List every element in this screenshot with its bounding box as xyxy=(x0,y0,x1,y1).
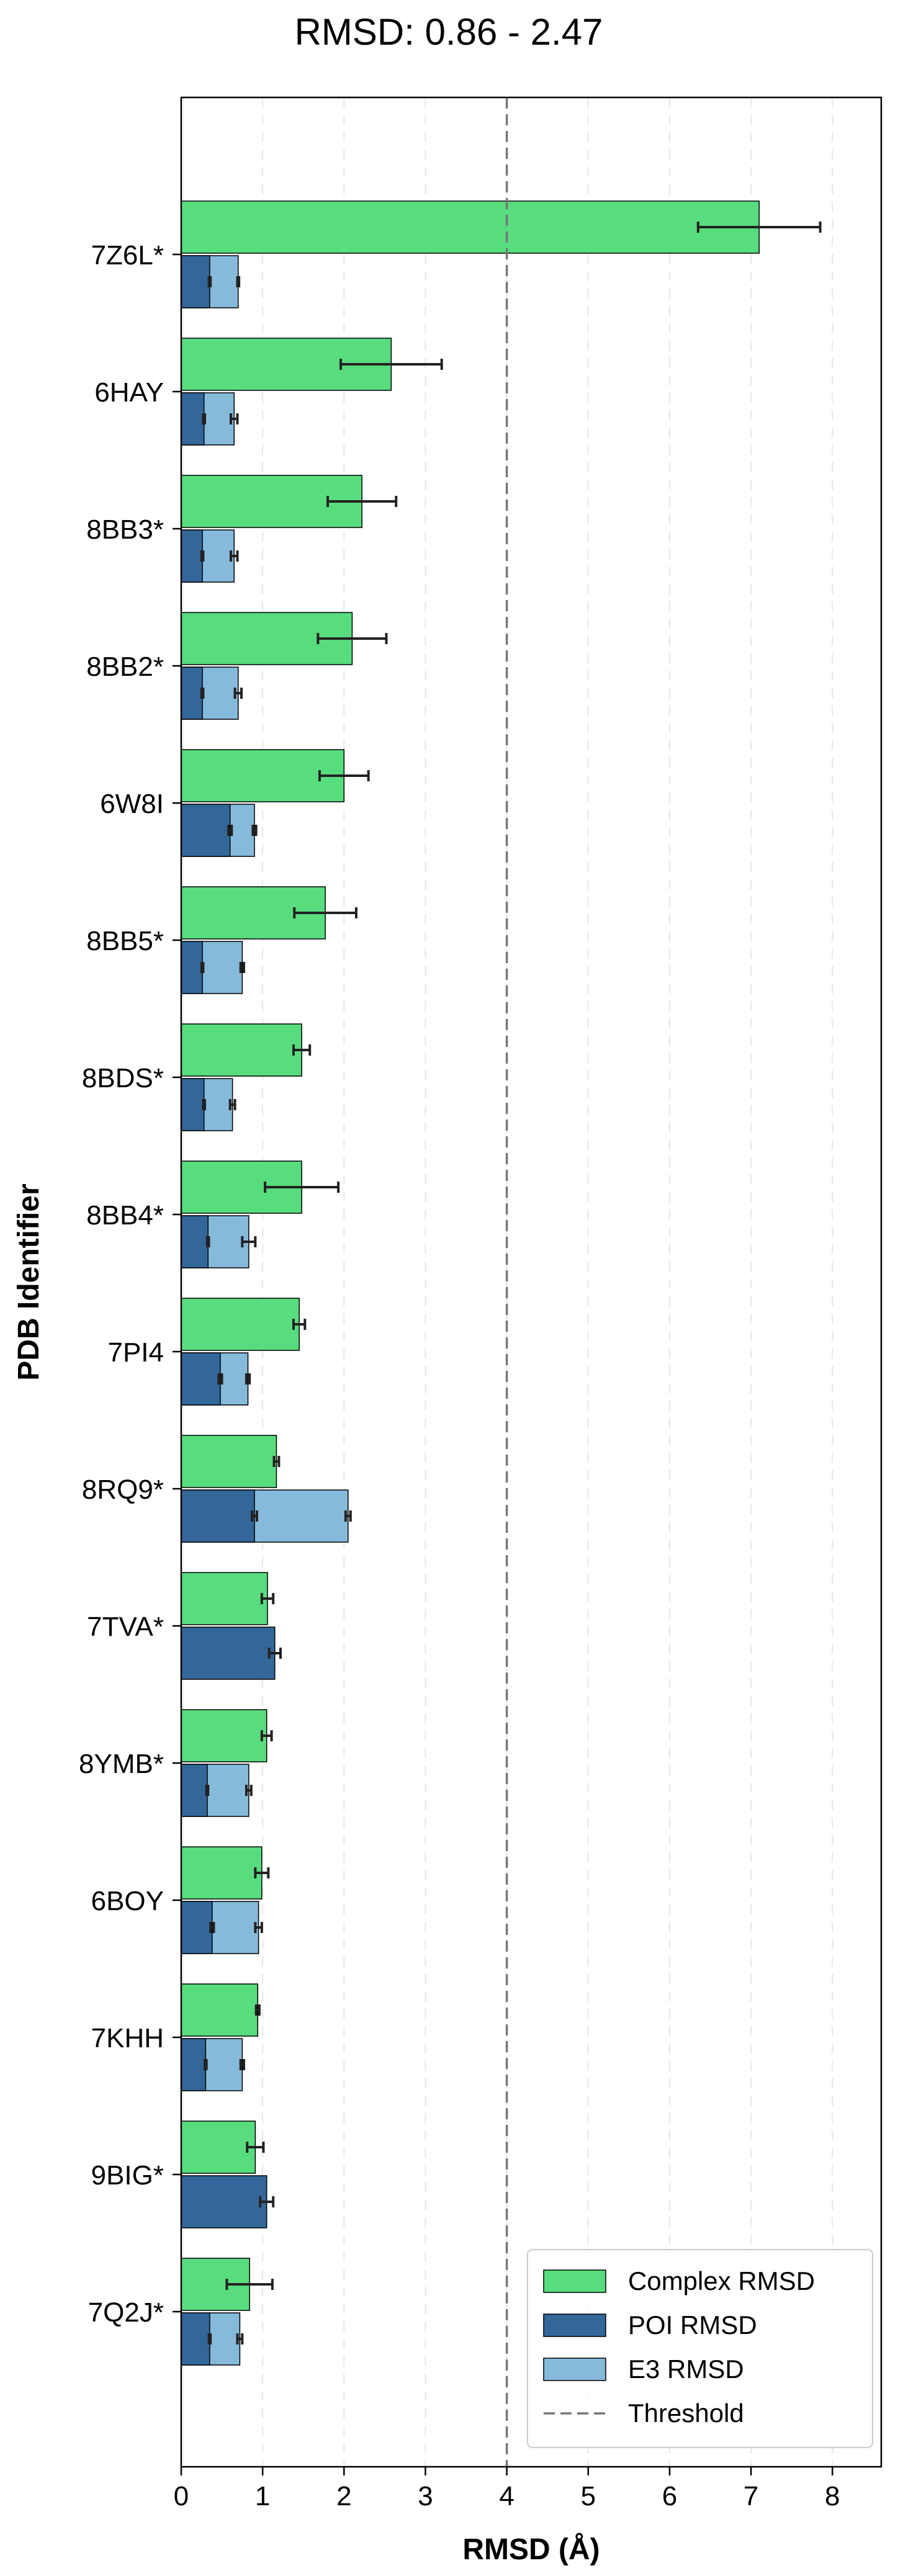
error-bars xyxy=(200,222,822,2345)
legend-swatch-e3 xyxy=(543,2358,606,2381)
bar-poi-rmsd xyxy=(181,941,203,994)
y-tick-label: 9BIG* xyxy=(91,2160,164,2191)
x-axis-ticks: 0 1 2 3 4 5 6 7 8 xyxy=(174,2467,840,2511)
chart-title: RMSD: 0.86 - 2.47 xyxy=(295,11,603,53)
bar-poi-rmsd xyxy=(181,1215,209,1268)
y-axis-label: PDB Identifier xyxy=(12,1183,45,1380)
y-tick-label: 6W8I xyxy=(100,789,164,819)
legend-swatch-poi xyxy=(543,2313,606,2337)
bar-complex-rmsd xyxy=(181,200,760,254)
bar-complex-rmsd xyxy=(181,1023,302,1077)
legend-label-threshold: Threshold xyxy=(628,2399,744,2428)
legend-label-e3: E3 RMSD xyxy=(628,2354,744,2384)
bar-poi-rmsd xyxy=(181,2175,267,2228)
bar-poi-rmsd xyxy=(181,1901,213,1954)
x-tick-label: 2 xyxy=(336,2481,351,2511)
y-tick-label: 8RQ9* xyxy=(82,1474,164,1505)
y-tick-label: 7TVA* xyxy=(87,1612,164,1642)
y-tick-label: 7KHH xyxy=(91,2023,164,2053)
bar-poi-rmsd xyxy=(181,1078,205,1131)
x-tick-label: 8 xyxy=(825,2481,840,2511)
bar-complex-rmsd xyxy=(181,1435,277,1488)
bar-poi-rmsd xyxy=(181,1489,255,1543)
bar-poi-rmsd xyxy=(181,804,231,857)
bar-complex-rmsd xyxy=(181,2120,256,2174)
bar-complex-rmsd xyxy=(181,1846,263,1900)
x-tick-label: 4 xyxy=(499,2481,514,2511)
x-tick-label: 5 xyxy=(581,2481,596,2511)
x-tick-label: 0 xyxy=(174,2481,189,2511)
bar-complex-rmsd xyxy=(181,1709,267,1762)
x-tick-label: 7 xyxy=(743,2481,758,2511)
legend: Complex RMSD POI RMSD E3 RMSD Threshold xyxy=(527,2249,873,2448)
x-tick-label: 3 xyxy=(418,2481,433,2511)
x-tick-label: 1 xyxy=(255,2481,270,2511)
bar-poi-rmsd xyxy=(181,2038,207,2091)
bar-poi-rmsd xyxy=(181,529,203,583)
y-tick-label: 8BB3* xyxy=(86,514,164,545)
legend-frame xyxy=(527,2249,873,2448)
bar-poi-rmsd xyxy=(181,2312,210,2366)
y-tick-label: 7Q2J* xyxy=(88,2297,164,2328)
bar-complex-rmsd xyxy=(181,1298,300,1351)
x-tick-label: 6 xyxy=(662,2481,677,2511)
y-tick-label: 7PI4 xyxy=(107,1337,164,1368)
bar-poi-rmsd xyxy=(181,392,205,446)
legend-label-complex: Complex RMSD xyxy=(628,2266,815,2296)
legend-swatch-complex xyxy=(543,2269,606,2293)
bar-poi-rmsd xyxy=(181,1764,208,1817)
y-tick-label: 6HAY xyxy=(94,377,164,408)
bar-poi-rmsd xyxy=(181,255,210,308)
bar-poi-rmsd xyxy=(181,1627,276,1680)
y-tick-label: 7Z6L* xyxy=(91,240,164,271)
bar-complex-rmsd xyxy=(181,1572,268,1625)
bar-complex-rmsd xyxy=(181,1983,259,2037)
bars xyxy=(181,200,760,2366)
plot-frame xyxy=(180,96,882,2468)
y-tick-label: 8YMB* xyxy=(79,1749,164,1779)
y-tick-label: 6BOY xyxy=(91,1886,164,1916)
y-tick-label: 8BB5* xyxy=(86,926,164,956)
bar-poi-rmsd xyxy=(181,1352,221,1406)
y-axis-ticks: 7Z6L* 6HAY 8BB3* 8BB2* 6W8I 8BB5* 8BDS* 8BB4* 7P… xyxy=(79,240,181,2328)
legend-label-poi: POI RMSD xyxy=(628,2310,757,2340)
x-axis-label: RMSD (Å) xyxy=(462,2533,599,2566)
y-tick-label: 8BB2* xyxy=(86,652,164,682)
bar-poi-rmsd xyxy=(181,666,203,720)
y-tick-label: 8BB4* xyxy=(86,1200,164,1231)
y-tick-label: 8BDS* xyxy=(82,1063,164,1093)
